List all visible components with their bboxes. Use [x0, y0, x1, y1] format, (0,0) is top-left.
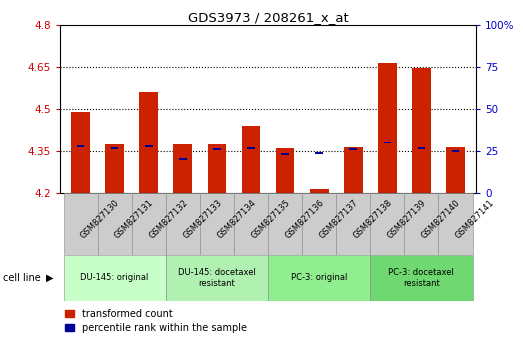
Bar	[383, 142, 391, 143]
Bar	[418, 147, 425, 149]
Bar	[247, 147, 255, 149]
Bar	[268, 193, 302, 255]
Bar	[234, 193, 268, 255]
Text: GSM827130: GSM827130	[79, 198, 121, 240]
Bar	[174, 144, 192, 193]
Legend: transformed count, percentile rank within the sample: transformed count, percentile rank withi…	[61, 306, 251, 337]
Text: GSM827141: GSM827141	[454, 198, 496, 240]
Bar	[166, 193, 200, 255]
Text: cell line: cell line	[3, 273, 40, 283]
Text: GSM827139: GSM827139	[385, 198, 428, 240]
Title: GDS3973 / 208261_x_at: GDS3973 / 208261_x_at	[188, 11, 348, 24]
Text: GSM827135: GSM827135	[249, 198, 292, 240]
Text: GSM827136: GSM827136	[283, 198, 326, 240]
Bar	[315, 152, 323, 154]
Bar	[71, 112, 90, 193]
Bar	[336, 193, 370, 255]
Bar	[105, 144, 124, 193]
Text: GSM827137: GSM827137	[317, 198, 360, 240]
Text: DU-145: original: DU-145: original	[81, 273, 149, 282]
Bar	[200, 193, 234, 255]
Bar	[140, 92, 158, 193]
Bar	[179, 158, 187, 160]
Bar	[302, 193, 336, 255]
Bar	[310, 189, 328, 193]
Bar	[344, 147, 362, 193]
Text: PC-3: original: PC-3: original	[291, 273, 347, 282]
Text: GSM827133: GSM827133	[181, 198, 223, 240]
Bar	[145, 145, 153, 147]
Text: GSM827131: GSM827131	[113, 198, 155, 240]
Bar	[281, 153, 289, 155]
Bar	[349, 148, 357, 150]
Bar	[276, 148, 294, 193]
Text: DU-145: docetaxel
resistant: DU-145: docetaxel resistant	[178, 268, 256, 287]
Bar	[242, 126, 260, 193]
Text: GSM827134: GSM827134	[215, 198, 257, 240]
Bar	[412, 68, 431, 193]
Bar	[166, 255, 268, 301]
Text: ▶: ▶	[46, 273, 53, 283]
Bar	[111, 147, 118, 149]
Bar	[132, 193, 166, 255]
Bar	[452, 150, 459, 152]
Text: GSM827138: GSM827138	[351, 198, 394, 240]
Text: GSM827132: GSM827132	[147, 198, 189, 240]
Bar	[98, 193, 132, 255]
Text: PC-3: docetaxel
resistant: PC-3: docetaxel resistant	[389, 268, 454, 287]
Bar	[268, 255, 370, 301]
Bar	[64, 193, 98, 255]
Bar	[438, 193, 472, 255]
Bar	[378, 63, 396, 193]
Bar	[213, 148, 221, 150]
Bar	[208, 144, 226, 193]
Bar	[446, 147, 465, 193]
Bar	[77, 145, 84, 147]
Bar	[64, 255, 166, 301]
Bar	[404, 193, 438, 255]
Text: GSM827140: GSM827140	[419, 198, 462, 240]
Bar	[370, 193, 404, 255]
Bar	[370, 255, 472, 301]
